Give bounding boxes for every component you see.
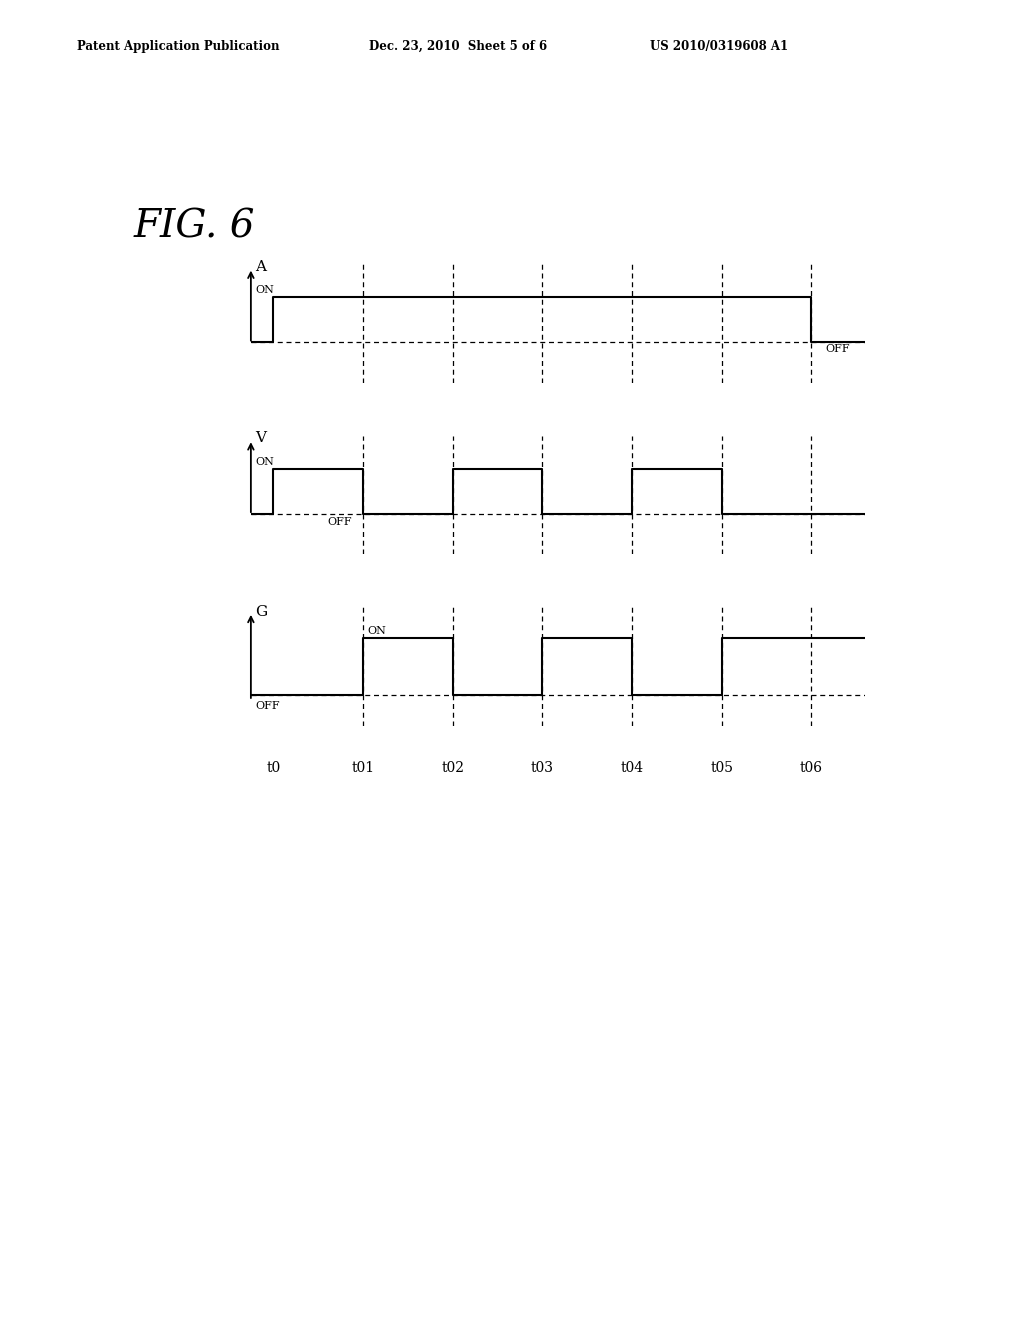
Text: OFF: OFF xyxy=(255,701,280,711)
Text: US 2010/0319608 A1: US 2010/0319608 A1 xyxy=(650,40,788,53)
Text: ON: ON xyxy=(255,285,274,294)
Text: t05: t05 xyxy=(711,762,733,775)
Text: t04: t04 xyxy=(621,762,644,775)
Text: t02: t02 xyxy=(441,762,464,775)
Text: ON: ON xyxy=(368,626,386,636)
Text: G: G xyxy=(255,605,267,619)
Text: ON: ON xyxy=(255,457,274,466)
Text: FIG. 6: FIG. 6 xyxy=(133,209,255,246)
Text: t03: t03 xyxy=(530,762,554,775)
Text: t06: t06 xyxy=(800,762,823,775)
Text: V: V xyxy=(255,432,266,445)
Text: Patent Application Publication: Patent Application Publication xyxy=(77,40,280,53)
Text: Dec. 23, 2010  Sheet 5 of 6: Dec. 23, 2010 Sheet 5 of 6 xyxy=(369,40,547,53)
Text: OFF: OFF xyxy=(327,517,352,528)
Text: OFF: OFF xyxy=(825,345,850,354)
Text: A: A xyxy=(255,260,266,273)
Text: t01: t01 xyxy=(351,762,375,775)
Text: t0: t0 xyxy=(266,762,281,775)
